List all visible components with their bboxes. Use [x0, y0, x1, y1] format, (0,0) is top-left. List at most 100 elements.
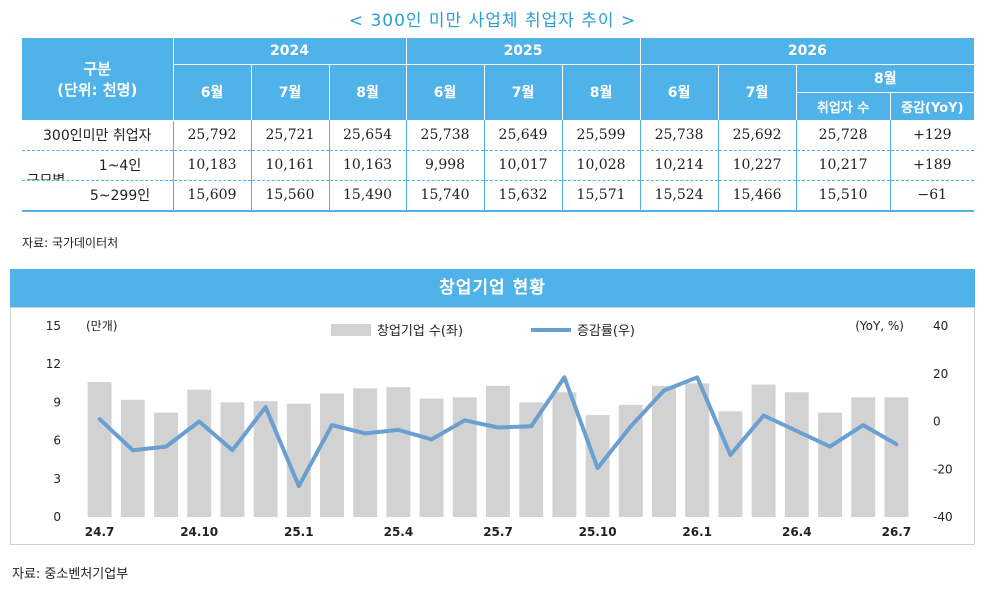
table-cell: 10,183	[173, 150, 252, 181]
table-cell: 9,998	[406, 150, 485, 181]
header-category: 구분 (단위: 천명)	[22, 38, 174, 121]
x-tick-label: 24.10	[180, 525, 218, 539]
header-month: 6월	[173, 64, 252, 120]
header-month: 7월	[251, 64, 330, 120]
bar	[87, 382, 112, 517]
x-tick-label: 25.4	[384, 525, 414, 539]
row-label: 300인미만 취업자	[22, 120, 174, 151]
table-cell: −61	[890, 180, 975, 212]
chart-title: 창업기업 현황	[10, 269, 975, 307]
row-sublabel: 5~299인	[89, 188, 151, 204]
y-left-tick-label: 3	[53, 472, 61, 486]
bar	[519, 402, 544, 517]
legend-label-line: 증감률(우)	[577, 324, 635, 339]
row-label: 5~299인	[22, 180, 174, 212]
table-cell: +189	[890, 150, 975, 181]
table-cell: 25,649	[484, 120, 563, 151]
bar	[120, 399, 145, 517]
header-change-yoy: 증감(YoY)	[890, 91, 975, 120]
left-unit-label: (만개)	[86, 319, 117, 333]
bar	[187, 389, 212, 517]
x-tick-label: 25.7	[483, 525, 513, 539]
bar	[320, 393, 344, 517]
bar	[353, 388, 378, 517]
header-employed-count: 취업자 수	[796, 91, 891, 120]
y-right-tick-label: 20	[933, 367, 948, 381]
right-unit-label: (YoY, %)	[855, 319, 904, 333]
bar	[851, 397, 876, 517]
table-cell: 25,692	[718, 120, 797, 151]
table-cell: 15,740	[406, 180, 485, 212]
bar	[884, 397, 909, 517]
header-unit-label: (단위: 천명)	[57, 80, 138, 99]
table-cell: 25,738	[640, 120, 719, 151]
x-tick-label: 26.1	[682, 525, 712, 539]
chart-source: 자료: 중소벤처기업부	[12, 567, 129, 582]
table-cell: 15,510	[796, 180, 891, 212]
header-month: 7월	[484, 64, 563, 120]
table-cell: 10,028	[562, 150, 641, 181]
bar	[751, 384, 776, 517]
header-year-2025: 2025	[406, 38, 641, 65]
table-cell: 15,466	[718, 180, 797, 212]
table-cell: 25,728	[796, 120, 891, 151]
chart-area: 0 3 6 9 12 15 -40 -20 0 20 40 24.7 24.10 25.1 25.4 25.7…	[10, 307, 975, 545]
table-cell: 15,571	[562, 180, 641, 212]
table-row: 300인미만 취업자 25,792 25,721 25,654 25,738 2…	[22, 120, 975, 151]
page-title: < 300인 미만 사업체 취업자 추이 >	[348, 11, 637, 31]
row-label: 규모별 1~4인	[22, 150, 174, 181]
y-left-tick-label: 0	[53, 510, 61, 524]
startup-chart: 0 3 6 9 12 15 -40 -20 0 20 40 24.7 24.10 25.1 25.4 25.7…	[46, 319, 953, 539]
bar	[652, 385, 676, 517]
series-line	[97, 375, 899, 488]
y-left-tick-label: 15	[46, 319, 61, 333]
y-right-tick-label: 40	[933, 319, 948, 333]
y-left-tick-label: 9	[53, 395, 61, 409]
group-label: 규모별	[22, 170, 70, 179]
x-tick-label: 25.1	[284, 525, 314, 539]
table-cell: 25,599	[562, 120, 641, 151]
header-month: 8월	[562, 64, 641, 120]
table-cell: 25,738	[406, 120, 485, 151]
x-tick-label: 25.10	[579, 525, 617, 539]
table-cell: +129	[890, 120, 975, 151]
table-row: 규모별 1~4인 10,183 10,161 10,163 9,998 10,01…	[22, 150, 975, 181]
x-tick-label: 24.7	[85, 525, 115, 539]
header-category-label: 구분	[83, 59, 112, 78]
header-month-aug-2026: 8월	[796, 64, 975, 92]
bar	[618, 404, 643, 517]
table-cell: 10,214	[640, 150, 719, 181]
table-cell: 15,524	[640, 180, 719, 212]
bar	[452, 397, 477, 517]
y-left-tick-label: 6	[53, 434, 61, 448]
bar	[718, 411, 743, 517]
y-right-tick-label: -40	[933, 510, 953, 524]
bar	[154, 412, 178, 517]
bar	[552, 392, 577, 517]
header-month: 8월	[329, 64, 407, 120]
table-source: 자료: 국가데이터처	[22, 236, 119, 250]
row-sublabel: 1~4인	[98, 158, 142, 174]
legend-label-bars: 창업기업 수(좌)	[377, 324, 463, 339]
table-cell: 25,792	[173, 120, 252, 151]
table-cell: 15,560	[251, 180, 330, 212]
header-year-2026: 2026	[640, 38, 975, 65]
table-cell: 15,632	[484, 180, 563, 212]
header-year-2024: 2024	[173, 38, 407, 65]
bar	[220, 402, 245, 517]
table-cell: 10,161	[251, 150, 330, 181]
bar	[286, 403, 311, 517]
y-right-tick-label: -20	[933, 462, 953, 476]
legend-swatch-bars	[331, 324, 371, 336]
bar	[818, 412, 842, 517]
table-cell: 10,163	[329, 150, 407, 181]
bar	[685, 383, 710, 517]
bar	[486, 385, 510, 517]
x-tick-label: 26.4	[782, 525, 812, 539]
table-cell: 15,609	[173, 180, 252, 212]
employment-table: 구분 (단위: 천명) 2024 2025 2026 6월 7월 8월 6월 7…	[22, 38, 975, 212]
header-month: 6월	[406, 64, 485, 120]
table-row: 5~299인 15,609 15,560 15,490 15,740 15,63…	[22, 180, 975, 212]
table-cell: 10,017	[484, 150, 563, 181]
table-cell: 15,490	[329, 180, 407, 212]
